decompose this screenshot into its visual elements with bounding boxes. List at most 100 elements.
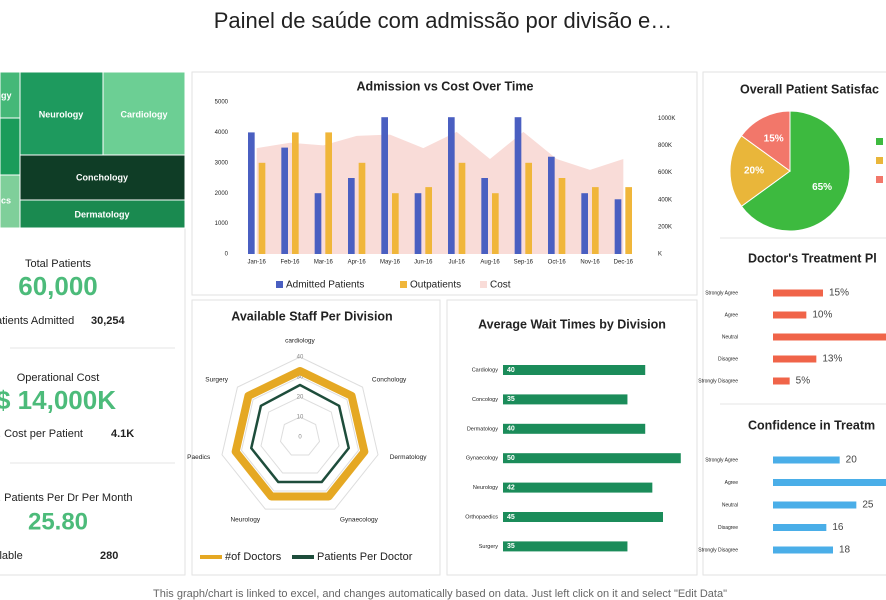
bar — [773, 289, 823, 297]
grid-line — [221, 356, 379, 510]
bar — [458, 162, 466, 254]
y-tick-label: Disagree — [718, 525, 738, 531]
kpi-sub-label: atients Admitted — [0, 315, 74, 327]
radar-panel — [191, 299, 441, 576]
x-tick-label: Apr-16 — [348, 260, 367, 266]
y-tick-label: 0 — [225, 252, 229, 258]
bar — [503, 394, 628, 405]
bar — [773, 377, 790, 385]
bar — [773, 355, 817, 363]
treemap-cell — [19, 154, 186, 201]
legend-label: Outpatients — [410, 280, 461, 291]
bar — [258, 162, 266, 254]
y-tick-label: Strongly Agree — [705, 457, 738, 463]
data-label: 35 — [507, 396, 515, 403]
x-tick-label: Mar-16 — [314, 260, 334, 266]
data-label: 10% — [812, 310, 832, 321]
bar — [503, 541, 628, 552]
kpi-sub-value: 4.1K — [111, 428, 134, 440]
bar — [503, 512, 663, 522]
data-label: 16 — [832, 522, 844, 533]
kpi-value: $ 14,000K — [0, 385, 116, 415]
chart-title: Confidence in Treatm — [748, 418, 875, 432]
bar — [292, 132, 299, 254]
treemap-label: Cardiology — [120, 109, 167, 119]
pie-slice — [740, 110, 851, 232]
bar — [448, 117, 455, 254]
y-tick-label: Surgery — [479, 544, 499, 550]
bar — [773, 311, 807, 319]
y-tick-label: Cardiology — [472, 367, 499, 373]
bar — [348, 178, 355, 254]
bar — [381, 117, 388, 254]
legend-swatch — [276, 281, 283, 288]
y-tick-label: Strongly Agree — [705, 290, 738, 296]
x-tick-label: Feb-16 — [280, 260, 300, 266]
bar — [503, 423, 646, 434]
bar — [392, 193, 399, 254]
page-title: Painel de saúde com admissão por divisão… — [214, 8, 673, 33]
bar — [325, 132, 332, 254]
axis-label: cardiology — [285, 338, 315, 345]
kpi-value: 60,000 — [18, 271, 98, 301]
x-tick-label: Jul-16 — [448, 260, 465, 266]
chart-title: Available Staff Per Division — [231, 309, 392, 323]
y-tick-label: Strongly Disagree — [698, 547, 738, 553]
axis-label: Paedics — [187, 454, 211, 461]
grid-line — [260, 396, 340, 474]
data-label: 50 — [507, 455, 515, 462]
r-tick-label: 40 — [297, 355, 304, 361]
bar — [592, 187, 599, 254]
x-tick-label: Nov-16 — [580, 260, 600, 266]
kpi-sub-label: ilable — [0, 550, 23, 562]
treemap-label: Dermatology — [74, 209, 129, 219]
y-tick-label: 4000 — [215, 130, 229, 136]
data-label: 13% — [822, 354, 842, 365]
data-label: 15% — [829, 288, 849, 299]
chart-title: Admission vs Cost Over Time — [357, 79, 534, 93]
data-label: 25 — [862, 500, 874, 511]
footer-note: This graph/chart is linked to excel, and… — [153, 588, 727, 600]
bar — [514, 117, 522, 254]
y-tick-label: Neutral — [722, 502, 738, 508]
x-tick-label: May-16 — [380, 260, 401, 266]
x-tick-label: Jan-16 — [247, 260, 266, 266]
x-tick-label: Aug-16 — [480, 260, 500, 266]
bar — [492, 193, 499, 254]
y-tick-label: Gynaecology — [466, 456, 498, 462]
pie-slice — [740, 110, 791, 172]
data-label: 20% — [744, 166, 764, 177]
kpi-value: 25.80 — [28, 508, 88, 535]
grid-line — [240, 376, 360, 492]
treemap-label: gy — [1, 90, 12, 100]
treemap-label: Neurology — [39, 109, 84, 119]
bar — [773, 501, 857, 509]
y2-tick-label: 1000K — [658, 116, 675, 122]
legend-swatch — [876, 157, 883, 164]
kpi-label: . Patients Per Dr Per Month — [0, 492, 133, 504]
bar — [581, 193, 588, 254]
axis-label: Neurology — [230, 517, 260, 524]
kpi-sub-label: . Cost per Patient — [0, 428, 83, 440]
legend-label: Admitted Patients — [286, 280, 364, 291]
bar — [248, 132, 255, 254]
data-label: 42 — [507, 484, 515, 491]
bar — [558, 178, 566, 254]
y2-tick-label: 800K — [658, 143, 672, 149]
x-tick-label: Sep-16 — [514, 260, 534, 266]
data-label: 40 — [507, 426, 515, 433]
axis-label: Gynaecology — [340, 517, 379, 524]
y-tick-label: 1000 — [215, 221, 229, 227]
y-tick-label: Neurology — [473, 485, 498, 491]
y-tick-label: 3000 — [215, 160, 229, 166]
y-tick-label: Strongly Disagree — [698, 378, 738, 384]
treemap-label: cs — [1, 195, 11, 205]
kpi-sub-value: 280 — [100, 550, 118, 562]
legend-label: Cost — [490, 280, 511, 291]
y-tick-label: Agree — [725, 312, 739, 318]
r-tick-label: 10 — [297, 415, 304, 421]
bar — [425, 187, 432, 254]
radar-series — [231, 367, 369, 501]
chart-title: Overall Patient Satisfac — [740, 82, 879, 96]
